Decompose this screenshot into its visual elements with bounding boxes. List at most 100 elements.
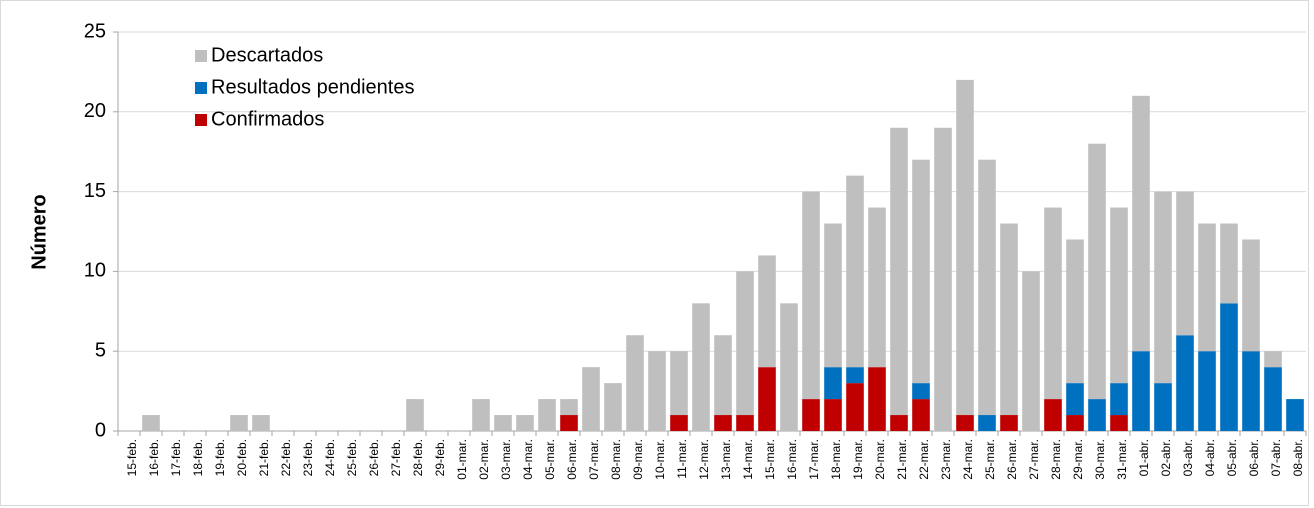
y-tick-label: 5 xyxy=(95,339,106,361)
bar-segment xyxy=(1132,351,1150,431)
x-tick-label: 29-mar. xyxy=(1071,439,1085,480)
x-tick-label: 06-mar. xyxy=(565,439,579,480)
bar-segment xyxy=(1110,415,1128,431)
legend-swatch xyxy=(195,50,207,62)
x-tick-label: 21-mar. xyxy=(895,439,909,480)
bar-segment xyxy=(1154,191,1172,384)
bar-segment xyxy=(802,399,820,431)
x-tick-label: 26-feb. xyxy=(367,439,381,476)
bar-segment xyxy=(1044,207,1062,400)
x-tick-label: 11-mar. xyxy=(675,439,689,479)
bar-segment xyxy=(1044,399,1062,431)
bar-segment xyxy=(1176,335,1194,431)
bar-segment xyxy=(626,335,644,431)
x-tick-label: 25-feb. xyxy=(345,439,359,476)
bar-segment xyxy=(1286,399,1304,431)
x-tick-label: 05-mar. xyxy=(543,439,557,480)
x-tick-label: 09-mar. xyxy=(631,439,645,480)
x-tick-label: 20-feb. xyxy=(235,439,249,476)
x-tick-label: 29-feb. xyxy=(433,439,447,476)
bar-segment xyxy=(1110,383,1128,416)
y-tick-label: 25 xyxy=(84,20,106,42)
x-tick-label: 14-mar. xyxy=(741,439,755,480)
x-tick-label: 08-mar. xyxy=(609,439,623,480)
bar-segment xyxy=(1176,191,1194,336)
y-axis-title: Número xyxy=(28,194,50,270)
y-tick-label: 0 xyxy=(95,419,106,441)
bar-segment xyxy=(978,415,996,431)
bar-segment xyxy=(1198,223,1216,352)
x-tick-label: 16-mar. xyxy=(785,439,799,480)
bar-segment xyxy=(868,367,886,431)
legend-swatch xyxy=(195,82,207,94)
x-tick-label: 28-feb. xyxy=(411,439,425,476)
bar-segment xyxy=(758,367,776,431)
legend-label: Resultados pendientes xyxy=(211,76,414,98)
x-tick-label: 27-feb. xyxy=(389,439,403,476)
x-tick-label: 20-mar. xyxy=(873,439,887,480)
bar-segment xyxy=(736,415,754,431)
bar-segment xyxy=(912,159,930,384)
bar-segment xyxy=(956,415,974,431)
bar-segment xyxy=(890,415,908,431)
bar-segment xyxy=(978,159,996,416)
x-tick-label: 18-mar. xyxy=(829,439,843,480)
bar-segment xyxy=(1066,383,1084,416)
bar-segment xyxy=(1066,415,1084,431)
x-tick-label: 27-mar. xyxy=(1027,439,1041,480)
bar-segment xyxy=(670,415,688,431)
bar-segment xyxy=(1220,223,1238,304)
x-tick-label: 13-mar. xyxy=(719,439,733,480)
bar-segment xyxy=(912,383,930,400)
bar-segment xyxy=(912,399,930,431)
bar-segment xyxy=(230,415,248,431)
x-tick-label: 03-abr. xyxy=(1181,439,1195,476)
x-tick-label: 06-abr. xyxy=(1247,439,1261,476)
bar-segment xyxy=(824,399,842,431)
bar-segment xyxy=(824,367,842,400)
bar-segment xyxy=(1242,351,1260,431)
x-tick-label: 07-abr. xyxy=(1269,439,1283,476)
bar-segment xyxy=(1242,239,1260,352)
bar-segment xyxy=(582,367,600,431)
bar-segment xyxy=(1264,351,1282,368)
bar-segment xyxy=(868,207,886,368)
bar-segment xyxy=(406,399,424,431)
legend-label: Confirmados xyxy=(211,108,324,130)
bar-segment xyxy=(1264,367,1282,431)
bar-segment xyxy=(1000,415,1018,431)
bar-segment xyxy=(560,415,578,431)
bar-segment xyxy=(1066,239,1084,384)
x-tick-label: 31-mar. xyxy=(1115,439,1129,480)
y-tick-label: 20 xyxy=(84,100,106,122)
x-tick-label: 10-mar. xyxy=(653,439,667,480)
bar-segment xyxy=(758,255,776,368)
x-tick-label: 24-mar. xyxy=(961,439,975,480)
bar-segment xyxy=(1088,143,1106,400)
x-tick-label: 08-abr. xyxy=(1291,439,1305,476)
bar-segment xyxy=(714,415,732,431)
x-tick-label: 07-mar. xyxy=(587,439,601,480)
y-tick-label: 15 xyxy=(84,180,106,202)
bar-segment xyxy=(846,383,864,431)
y-tick-label: 10 xyxy=(84,260,106,282)
x-tick-label: 23-feb. xyxy=(301,439,315,476)
x-tick-label: 28-mar. xyxy=(1049,439,1063,480)
x-tick-label: 02-mar. xyxy=(477,439,491,480)
x-tick-label: 04-mar. xyxy=(521,439,535,480)
x-tick-label: 26-mar. xyxy=(1005,439,1019,480)
x-tick-label: 02-abr. xyxy=(1159,439,1173,476)
bar-segment xyxy=(538,399,556,431)
x-tick-label: 23-mar. xyxy=(939,439,953,480)
bar-segment xyxy=(736,271,754,416)
bar-segment xyxy=(780,303,798,431)
bar-segment xyxy=(1154,383,1172,431)
bar-segment xyxy=(142,415,160,431)
x-tick-label: 03-mar. xyxy=(499,439,513,480)
bar-segment xyxy=(846,175,864,368)
bar-segment xyxy=(604,383,622,431)
x-tick-label: 30-mar. xyxy=(1093,439,1107,480)
bar-segment xyxy=(1088,399,1106,431)
bar-segment xyxy=(252,415,270,431)
